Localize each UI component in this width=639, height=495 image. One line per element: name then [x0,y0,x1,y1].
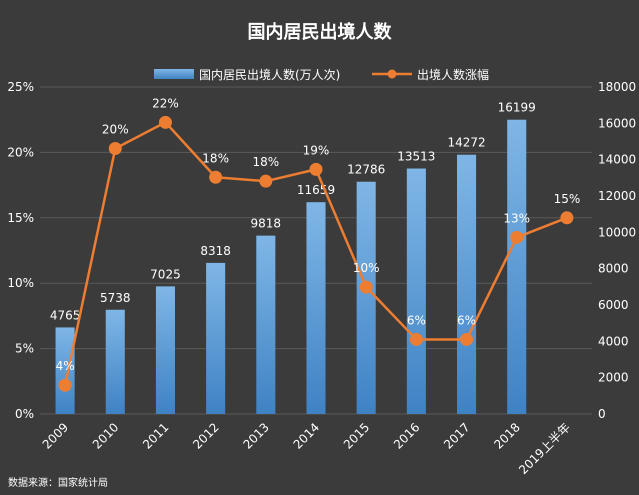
legend-line-label: 出境人数涨幅 [417,67,489,82]
line-data-label: 20% [102,122,129,136]
right-axis-tick-label: 18000 [598,80,636,94]
left-axis-tick-label: 25% [7,80,34,94]
legend-line-marker [387,69,397,79]
line-point [510,230,524,244]
bar-data-label: 8318 [200,244,231,258]
x-axis-tick-label: 2017 [441,420,472,451]
bar [155,286,175,414]
right-axis-tick-label: 10000 [598,225,636,239]
line-data-label: 15% [554,192,581,206]
bar-series [55,119,527,414]
line-point [560,211,574,225]
x-axis-tick-label: 2016 [391,420,422,451]
line-data-label: 18% [252,155,279,169]
source-note: 数据来源：国家统计局 [8,476,108,489]
bar [406,168,426,414]
bar-data-label: 16199 [498,101,536,115]
right-axis-tick-label: 16000 [598,116,636,130]
left-axis-tick-label: 5% [15,342,34,356]
right-axis-tick-label: 14000 [598,153,636,167]
bar-data-label: 7025 [150,267,181,281]
line-point [460,332,474,346]
bar [256,235,276,414]
line-point [409,332,423,346]
left-axis-tick-label: 15% [7,211,34,225]
bar-data-label: 11659 [297,183,335,197]
bar-data-label: 13513 [397,150,435,164]
x-axis-tick-label: 2015 [341,420,372,451]
legend-bar-label: 国内居民出境人数(万人次) [199,67,340,82]
x-axis-tick-label: 2014 [291,420,322,451]
bar [105,309,125,414]
right-axis-tick-label: 4000 [598,334,629,348]
line-point [309,162,323,176]
bar [356,181,376,414]
line-data-label: 4% [56,359,75,373]
right-axis-tick-label: 6000 [598,298,629,312]
x-axis-tick-label: 2009 [40,420,71,451]
line-data-label: 18% [202,151,229,165]
bar-data-label: 14272 [447,136,485,150]
chart-title: 国内居民出境人数 [248,21,393,43]
bar-data-label: 12786 [347,163,385,177]
bar [55,327,75,414]
left-axis-tick-label: 20% [7,145,34,159]
legend: 国内居民出境人数(万人次) 出境人数涨幅 [154,67,489,82]
line-data-label: 10% [353,261,380,275]
line-series [58,115,574,392]
line-point [209,170,223,184]
line-data-label: 6% [457,313,476,327]
x-axis-tick-label: 2019上半年 [516,420,573,477]
line-data-label: 22% [152,96,179,110]
line-point [359,280,373,294]
bar-data-label: 9818 [251,217,282,231]
bar [306,202,326,414]
x-axis-tick-label: 2012 [190,420,221,451]
bar [206,262,226,414]
x-axis-tick-label: 2010 [90,420,121,451]
bar-data-label: 5738 [100,291,131,305]
bar [507,119,527,414]
x-axis-tick-label: 2013 [240,420,271,451]
line-point [158,115,172,129]
line-data-label: 13% [503,211,530,225]
bar [457,154,477,414]
line-data-label: 6% [407,313,426,327]
line-point [259,174,273,188]
x-axis-tick-label: 2018 [491,420,522,451]
legend-bar-swatch [154,69,194,79]
left-axis-tick-label: 0% [15,407,34,421]
left-axis-tick-label: 10% [7,276,34,290]
right-axis-tick-label: 12000 [598,189,636,203]
line-data-label: 19% [303,143,330,157]
bar-data-label: 4765 [50,308,81,322]
x-axis-tick-label: 2011 [140,420,171,451]
right-axis-tick-label: 8000 [598,262,629,276]
line-point [108,141,122,155]
right-axis-tick-label: 0 [598,407,606,421]
line-point [58,378,72,392]
line-data-labels: 4% 20% 22% 18% 18% 19% 10% 6% 6% 13% 15% [56,96,581,373]
right-axis-tick-label: 2000 [598,371,629,385]
